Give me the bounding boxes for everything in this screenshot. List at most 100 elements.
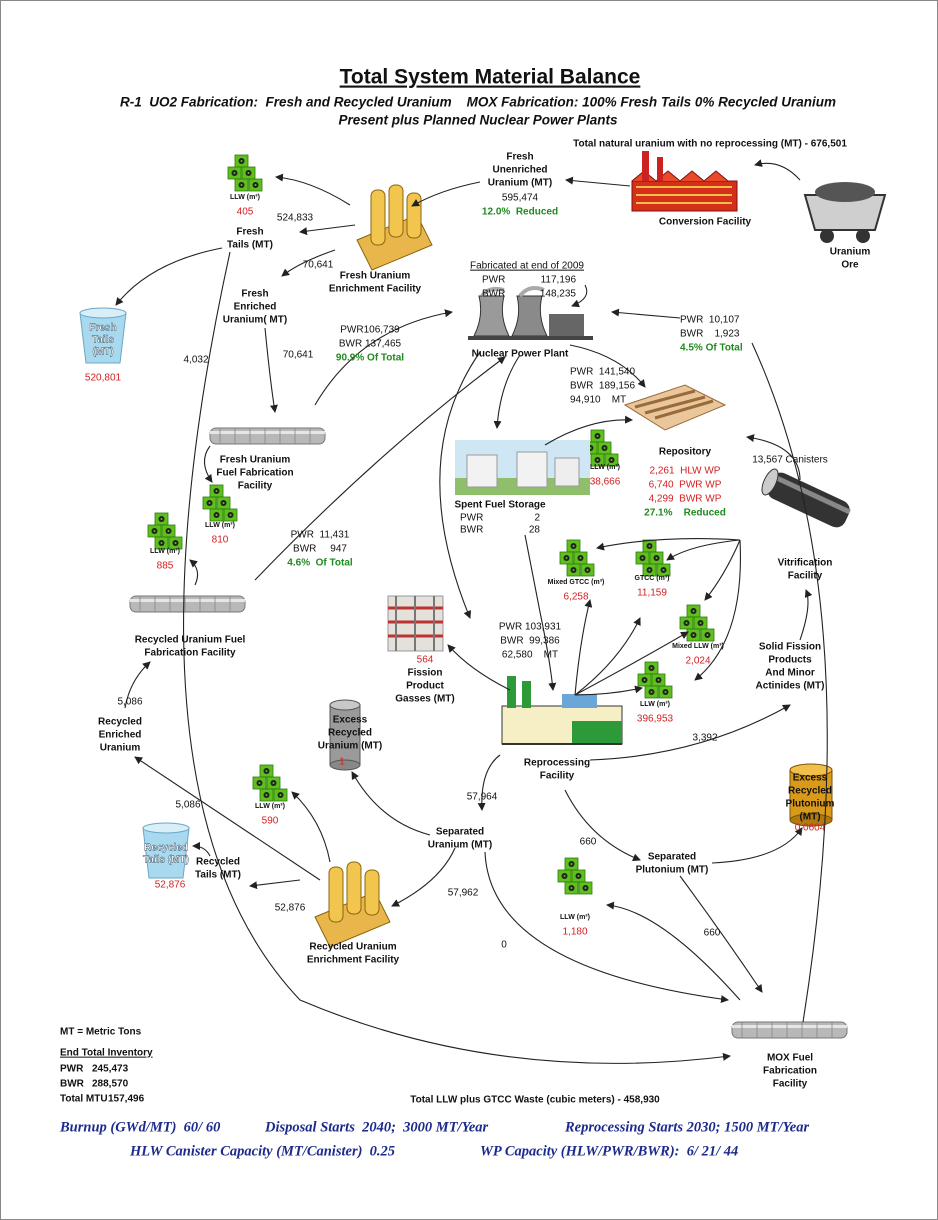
label: Recycled <box>98 717 142 728</box>
label: Recycled Uranium Fuel <box>135 635 246 646</box>
label: Fabrication <box>763 1066 817 1077</box>
label: LLW (m³) <box>255 803 285 810</box>
label: 70,641 <box>303 260 334 271</box>
label: Enrichment Facility <box>307 955 400 966</box>
label: Total natural uranium with no reprocessi… <box>573 139 847 150</box>
label: 4,032 <box>183 355 208 366</box>
label: PWR <box>482 275 505 286</box>
label: LLW (m³) <box>590 464 620 471</box>
label: Excess <box>333 715 368 726</box>
label: GTCC (m³) <box>635 575 670 582</box>
label: And Minor <box>765 668 815 679</box>
label: 117,196 <box>541 275 577 286</box>
label: Facility <box>238 481 273 492</box>
label: Repository <box>659 447 712 458</box>
label: Spent Fuel Storage <box>454 500 546 511</box>
label: Recycled <box>144 843 188 854</box>
label: Vitrification <box>778 558 833 569</box>
label: Solid Fission <box>759 642 821 653</box>
label: 564 <box>417 655 434 666</box>
label: Fresh <box>236 227 263 238</box>
label: 590 <box>262 816 279 827</box>
label: Recycled <box>328 728 372 739</box>
label: BWR 947 <box>293 544 347 555</box>
label: 595,474 <box>502 193 539 204</box>
label: Fuel Fabrication <box>216 468 293 479</box>
label: BWR 1,923 <box>680 329 740 340</box>
label: BWR <box>460 525 483 536</box>
label: 1 <box>339 757 345 768</box>
label: Facility <box>788 571 823 582</box>
label: 405 <box>237 207 254 218</box>
label: Uranium (MT) <box>318 741 382 752</box>
label: Fresh <box>241 289 268 300</box>
label: Total LLW plus GTCC Waste (cubic meters)… <box>410 1095 660 1106</box>
label: Enriched <box>99 730 142 741</box>
label: Burnup (GWd/MT) 60/ 60 <box>59 1119 220 1135</box>
flow-arrows <box>116 163 827 1063</box>
label: Actinides (MT) <box>756 681 825 692</box>
label: BWR 137,465 <box>339 339 402 350</box>
label: Tails (MT) <box>195 870 241 881</box>
label: R-1 UO2 Fabrication: Fresh and Recycled … <box>120 95 836 110</box>
label: 70,641 <box>283 350 314 361</box>
label: BWR <box>60 1079 85 1090</box>
label: BWR 189,156 <box>570 381 635 392</box>
label: Tails (MT) <box>143 855 189 866</box>
label: 11,159 <box>637 588 667 599</box>
label: LLW (m³) <box>560 914 590 921</box>
label: 0.0604 <box>795 823 826 834</box>
label: Excess <box>793 773 828 784</box>
label: 52,876 <box>275 903 306 914</box>
label: LLW (m³) <box>230 194 260 201</box>
label: Reprocessing <box>524 758 590 769</box>
label: 2,261 HLW WP <box>650 466 721 477</box>
label: Fission <box>407 668 442 679</box>
label: 62,580 MT <box>502 650 558 661</box>
label: Plutonium (MT) <box>636 865 709 876</box>
label: LLW (m³) <box>640 701 670 708</box>
label: 57,964 <box>467 792 498 803</box>
label: LLW (m³) <box>205 522 235 529</box>
label: Fresh Uranium <box>220 455 291 466</box>
label: Fresh <box>506 152 533 163</box>
label: BWR 99,386 <box>500 636 560 647</box>
label: 0 <box>501 940 507 951</box>
label: 6,258 <box>563 592 588 603</box>
label: 5,086 <box>175 800 200 811</box>
label: Plutonium <box>786 799 835 810</box>
label: Fabrication Facility <box>144 648 236 659</box>
label: Ore <box>841 260 859 271</box>
label: MT = Metric Tons <box>60 1027 142 1038</box>
label: 660 <box>704 928 721 939</box>
label: 4.5% Of Total <box>680 343 743 354</box>
label: Fresh <box>89 323 116 334</box>
label: 3,392 <box>692 733 717 744</box>
label: Tails <box>92 335 114 346</box>
label: 288,570 <box>92 1079 129 1090</box>
label: 52,876 <box>155 880 186 891</box>
label: Nuclear Power Plant <box>472 349 569 360</box>
diagram: Total System Material BalanceR-1 UO2 Fab… <box>0 0 938 1220</box>
label: 157,496 <box>108 1094 145 1105</box>
label: Recycled <box>196 857 240 868</box>
label: WP Capacity (HLW/PWR/BWR): 6/ 21/ 44 <box>480 1143 738 1159</box>
label: 94,910 MT <box>570 395 626 406</box>
label: PWR <box>60 1064 84 1075</box>
label: 4,299 BWR WP <box>649 494 722 505</box>
label: Products <box>768 655 812 666</box>
label: Gasses (MT) <box>395 694 454 705</box>
label: LLW (m³) <box>150 548 180 555</box>
label: 2 <box>534 513 540 524</box>
label: 148,235 <box>540 289 577 300</box>
label: 6,740 PWR WP <box>649 480 722 491</box>
label: PWR <box>460 513 483 524</box>
label: (MT) <box>92 347 113 358</box>
label: BWR <box>482 289 505 300</box>
label: 396,953 <box>637 714 674 725</box>
label: Fresh Uranium <box>340 271 411 282</box>
label: Product <box>406 681 444 692</box>
label: 38,666 <box>590 477 621 488</box>
label: 12.0% Reduced <box>482 207 558 218</box>
label: PWR 141,540 <box>570 367 635 378</box>
